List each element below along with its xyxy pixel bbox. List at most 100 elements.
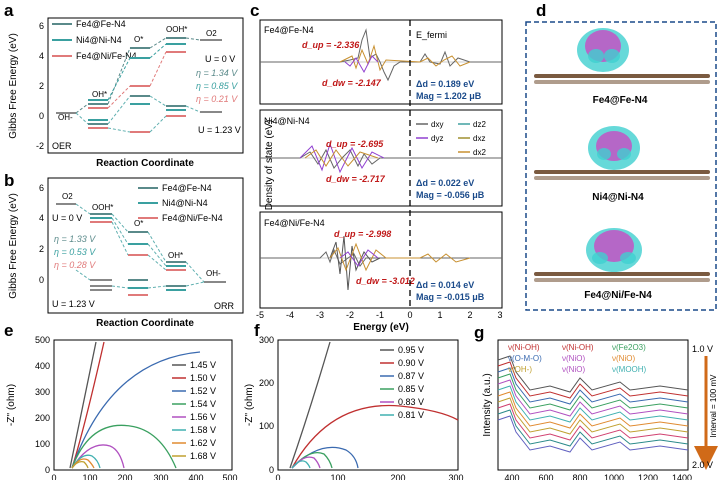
structure-label: Ni4@Ni-N4 bbox=[592, 192, 644, 203]
x-tick: 0 bbox=[51, 473, 56, 480]
axes-frame bbox=[47, 177, 244, 314]
y-tick: 4 bbox=[39, 213, 44, 223]
legend-item: ν(NiO) bbox=[612, 354, 635, 363]
legend-ni: Ni4@Ni-N4 bbox=[162, 198, 208, 208]
y-tick: 200 bbox=[259, 378, 274, 388]
x-tick: 400 bbox=[188, 473, 203, 480]
x-tick: 200 bbox=[117, 473, 132, 480]
x-tick: -4 bbox=[286, 310, 294, 320]
x-tick: 1400 bbox=[672, 473, 692, 480]
y-tick: 300 bbox=[259, 335, 274, 345]
legend-item: 1.45 V bbox=[190, 360, 216, 370]
sub-frame bbox=[259, 211, 503, 309]
x-tick: 100 bbox=[82, 473, 97, 480]
panel-letter: e bbox=[4, 321, 13, 340]
x-tick: 400 bbox=[504, 473, 519, 480]
u0-label: U = 0 V bbox=[52, 213, 82, 223]
species-label: O* bbox=[134, 219, 143, 228]
y-tick: 400 bbox=[35, 361, 50, 371]
legend-item: ν(NiO) bbox=[562, 365, 585, 374]
x-tick: 300 bbox=[153, 473, 168, 480]
legend-item: 1.62 V bbox=[190, 438, 216, 448]
mag-label: Mag = -0.056 μB bbox=[416, 190, 485, 200]
x-tick: -1 bbox=[376, 310, 384, 320]
legend-item: 0.95 V bbox=[398, 345, 424, 355]
x-axis-label: Reaction Coordinate bbox=[96, 158, 194, 169]
legend-item: ν(Ni-OH) bbox=[508, 343, 540, 352]
x-tick: 0 bbox=[407, 310, 412, 320]
y-tick: 0 bbox=[39, 111, 44, 121]
x-tick: 500 bbox=[222, 473, 237, 480]
eta-label: η = 1.33 V bbox=[54, 234, 96, 244]
legend: 0.95 V 0.90 V 0.87 V 0.85 V 0.83 V 0.81 … bbox=[380, 345, 424, 420]
structure-fe: Fe4@Fe-N4 bbox=[534, 28, 710, 106]
x-tick: 300 bbox=[448, 473, 463, 480]
y-axis-label: -Z'' (ohm) bbox=[6, 384, 17, 426]
d-dw-label: d_dw = -2.717 bbox=[326, 174, 386, 184]
x-axis-label: Energy (eV) bbox=[353, 322, 409, 333]
mag-label: Mag = 1.202 μB bbox=[416, 91, 482, 101]
panel-letter: g bbox=[474, 323, 484, 342]
x-tick: 1200 bbox=[638, 473, 658, 480]
bottom-voltage: 2.0 V bbox=[692, 460, 713, 470]
species-label: OH* bbox=[168, 251, 183, 260]
legend-item: 1.52 V bbox=[190, 386, 216, 396]
x-tick: 1 bbox=[437, 310, 442, 320]
y-tick: 100 bbox=[35, 439, 50, 449]
species-label: OH* bbox=[92, 90, 107, 99]
panel-e: e -Z'' (ohm) 500 400 300 200 100 0 0 100… bbox=[4, 321, 238, 480]
x-tick: 800 bbox=[572, 473, 587, 480]
y-tick: 4 bbox=[39, 51, 44, 61]
y-tick: 200 bbox=[35, 413, 50, 423]
u123-label: U = 1.23 V bbox=[198, 125, 241, 135]
x-tick: 200 bbox=[390, 473, 405, 480]
x-tick: -3 bbox=[316, 310, 324, 320]
raman-spectra bbox=[497, 355, 689, 453]
eta-label: η = 1.34 V bbox=[196, 68, 238, 78]
d-dw-label: d_dw = -3.012 bbox=[356, 276, 415, 286]
reaction-tag: OER bbox=[52, 141, 72, 151]
y-tick: 6 bbox=[39, 183, 44, 193]
dos-subpanel-feni: Fe4@Ni/Fe-N4 d_up = -2.998 d_dw = -3.012… bbox=[259, 211, 503, 309]
legend-item: 0.90 V bbox=[398, 358, 424, 368]
x-tick: -2 bbox=[346, 310, 354, 320]
x-tick: 100 bbox=[330, 473, 345, 480]
delta-label: Δd = 0.189 eV bbox=[416, 79, 474, 89]
eta-label: η = 0.21 V bbox=[196, 94, 238, 104]
interval-label: Interval = 100 mV bbox=[709, 374, 718, 438]
legend-item: 1.68 V bbox=[190, 451, 216, 461]
legend-item: 1.54 V bbox=[190, 399, 216, 409]
species-label: O2 bbox=[206, 29, 217, 38]
y-tick: 500 bbox=[35, 335, 50, 345]
legend: 1.45 V 1.50 V 1.52 V 1.54 V 1.56 V 1.58 … bbox=[172, 360, 216, 461]
legend-item: ν(OH-) bbox=[508, 365, 532, 374]
y-tick: 6 bbox=[39, 21, 44, 31]
panel-g: g Intensity (a.u.) 400 600 800 1000 1200… bbox=[474, 323, 718, 480]
legend-item: 0.81 V bbox=[398, 410, 424, 420]
x-tick: 1000 bbox=[604, 473, 624, 480]
dos-subpanel-ni: Ni4@Ni-N4 d_up = -2.695 d_dw = -2.717 dx… bbox=[259, 109, 503, 207]
delta-label: Δd = 0.014 eV bbox=[416, 280, 474, 290]
u0-label: U = 0 V bbox=[205, 54, 235, 64]
eta-label: η = 0.28 V bbox=[54, 260, 96, 270]
species-label: O* bbox=[134, 35, 143, 44]
orbital-dxz: dxz bbox=[473, 134, 485, 143]
structure-ni: Ni4@Ni-N4 bbox=[534, 126, 710, 203]
legend-item: ν(MOOH) bbox=[612, 365, 647, 374]
legend-item: 1.58 V bbox=[190, 425, 216, 435]
panel-c: c Density of state (eV) Fe4@Fe-N4 d_up =… bbox=[250, 1, 503, 333]
y-tick: 0 bbox=[39, 275, 44, 285]
y-axis-label: -Z'' (ohm) bbox=[244, 384, 255, 426]
structure-feni: Fe4@Ni/Fe-N4 bbox=[534, 228, 710, 301]
dos-subpanel-fe: Fe4@Fe-N4 d_up = -2.336 d_dw = -2.147 E_… bbox=[259, 19, 503, 105]
y-axis-label: Density of state (eV) bbox=[264, 120, 275, 211]
orbital-dz2: dz2 bbox=[473, 120, 486, 129]
legend-ni: Ni4@Ni-N4 bbox=[76, 35, 122, 45]
legend-item: 1.56 V bbox=[190, 412, 216, 422]
panel-d: d Fe4@Fe-N4 Ni4@Ni-N4 bbox=[525, 1, 717, 311]
sub-title: Fe4@Ni/Fe-N4 bbox=[264, 218, 325, 228]
d-dw-label: d_dw = -2.147 bbox=[322, 78, 382, 88]
panel-a: a Gibbs Free Energy (eV) 6 4 2 0 -2 Fe4@… bbox=[4, 1, 244, 169]
structure-label: Fe4@Fe-N4 bbox=[593, 95, 648, 106]
